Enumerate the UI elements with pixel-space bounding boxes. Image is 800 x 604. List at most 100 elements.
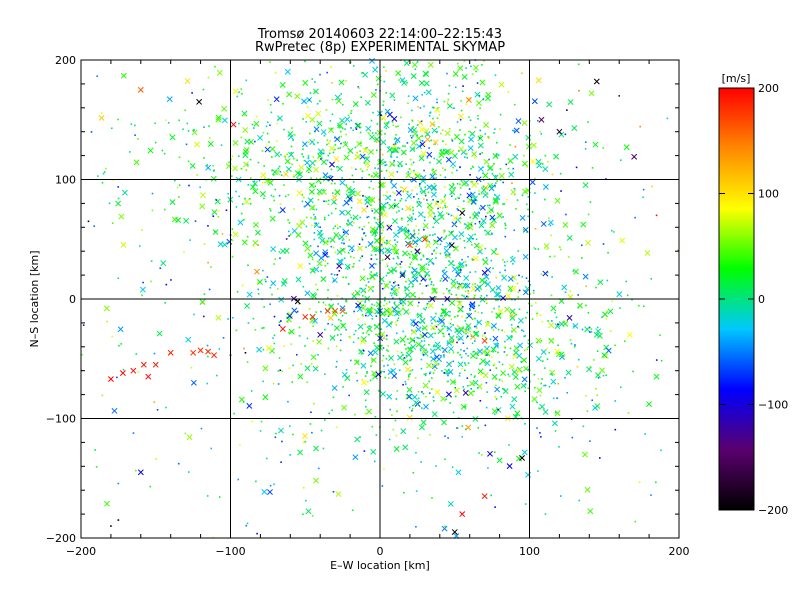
data-point-dot (470, 167, 472, 170)
data-point-dot (279, 170, 282, 173)
data-point-dot (472, 237, 474, 240)
data-point-dot (392, 297, 394, 299)
data-point-cross (450, 278, 457, 285)
data-point-cross (504, 306, 511, 313)
data-point-dot (350, 206, 353, 209)
data-point-dot (151, 192, 154, 195)
data-point-dot (396, 141, 399, 144)
data-point-dot (497, 351, 499, 354)
data-point-dot (314, 90, 316, 93)
data-point-dot (269, 209, 272, 212)
data-point-dot (496, 342, 499, 345)
data-point-cross (556, 128, 563, 135)
data-point-dot (473, 390, 475, 393)
data-point-dot (609, 330, 612, 332)
data-point-dot (479, 129, 482, 132)
data-point-dot (393, 164, 395, 166)
data-point-cross (551, 420, 558, 427)
data-point-dot (477, 311, 479, 314)
data-point-cross (304, 290, 311, 297)
data-point-cross (297, 171, 304, 178)
data-point-dot (531, 318, 534, 320)
data-point-dot (419, 175, 422, 178)
data-point-cross (412, 320, 419, 327)
data-point-dot (328, 412, 331, 415)
data-point-dot (267, 99, 269, 101)
data-point-cross (410, 318, 416, 325)
data-point-dot (373, 460, 376, 463)
data-point-dot (448, 277, 450, 279)
data-point-dot (373, 217, 376, 220)
data-point-dot (461, 436, 464, 438)
data-point-cross (375, 301, 382, 308)
data-point-dot (477, 114, 479, 117)
data-point-cross (360, 362, 367, 369)
data-point-cross (336, 165, 343, 172)
data-point-dot (433, 183, 436, 185)
data-point-cross (309, 204, 316, 211)
data-point-dot (414, 218, 417, 221)
data-point-dot (338, 318, 340, 321)
data-point-dot (368, 132, 370, 135)
data-point-dot (111, 222, 114, 224)
data-point-dot (402, 330, 404, 333)
data-point-dot (311, 224, 313, 227)
data-point-dot (184, 432, 187, 435)
data-point-dot (396, 332, 398, 335)
data-point-dot (386, 272, 389, 274)
data-point-dot (493, 163, 495, 165)
data-point-dot (397, 317, 400, 320)
data-point-cross (345, 209, 352, 216)
data-point-dot (429, 277, 432, 280)
data-point-dot (456, 281, 459, 283)
data-point-cross (444, 148, 451, 155)
data-point-cross (480, 218, 487, 224)
data-point-dot (409, 256, 411, 259)
data-point-dot (390, 148, 392, 151)
data-point-dot (193, 313, 195, 316)
data-point-dot (452, 183, 454, 185)
data-point-dot (391, 321, 393, 323)
data-point-dot (440, 132, 442, 135)
data-point-dot (486, 193, 489, 196)
data-point-dot (306, 337, 309, 340)
data-point-dot (426, 268, 429, 271)
data-point-dot (333, 280, 335, 282)
data-point-dot (304, 440, 307, 443)
data-point-cross (259, 191, 266, 197)
data-point-cross (419, 344, 426, 350)
data-point-cross (450, 282, 457, 289)
data-point-dot (274, 436, 277, 439)
data-point-dot (163, 208, 166, 211)
data-point-dot (426, 303, 429, 306)
data-point-dot (432, 372, 435, 374)
data-point-dot (485, 406, 488, 409)
data-point-dot (328, 142, 330, 145)
data-point-dot (480, 193, 483, 195)
data-point-dot (433, 344, 436, 347)
data-point-dot (362, 195, 364, 197)
data-point-cross (302, 240, 309, 247)
data-point-dot (429, 356, 432, 359)
data-point-dot (347, 252, 350, 254)
data-point-dot (335, 345, 338, 348)
data-point-cross (103, 305, 110, 312)
data-point-cross (462, 389, 469, 396)
data-point-cross (420, 188, 427, 195)
data-point-cross (356, 306, 363, 313)
data-point-dot (450, 195, 453, 198)
data-point-dot (491, 173, 494, 175)
data-point-dot (581, 257, 583, 259)
data-point-dot (533, 246, 535, 249)
data-point-cross (450, 161, 457, 167)
data-point-dot (426, 302, 429, 305)
data-point-dot (620, 386, 622, 389)
data-point-cross (473, 242, 480, 249)
data-point-dot (352, 217, 355, 220)
data-point-dot (366, 372, 368, 375)
data-point-dot (458, 197, 460, 199)
data-point-dot (486, 204, 489, 207)
data-point-cross (320, 159, 327, 166)
data-point-cross (365, 308, 372, 315)
data-point-cross (572, 322, 579, 329)
